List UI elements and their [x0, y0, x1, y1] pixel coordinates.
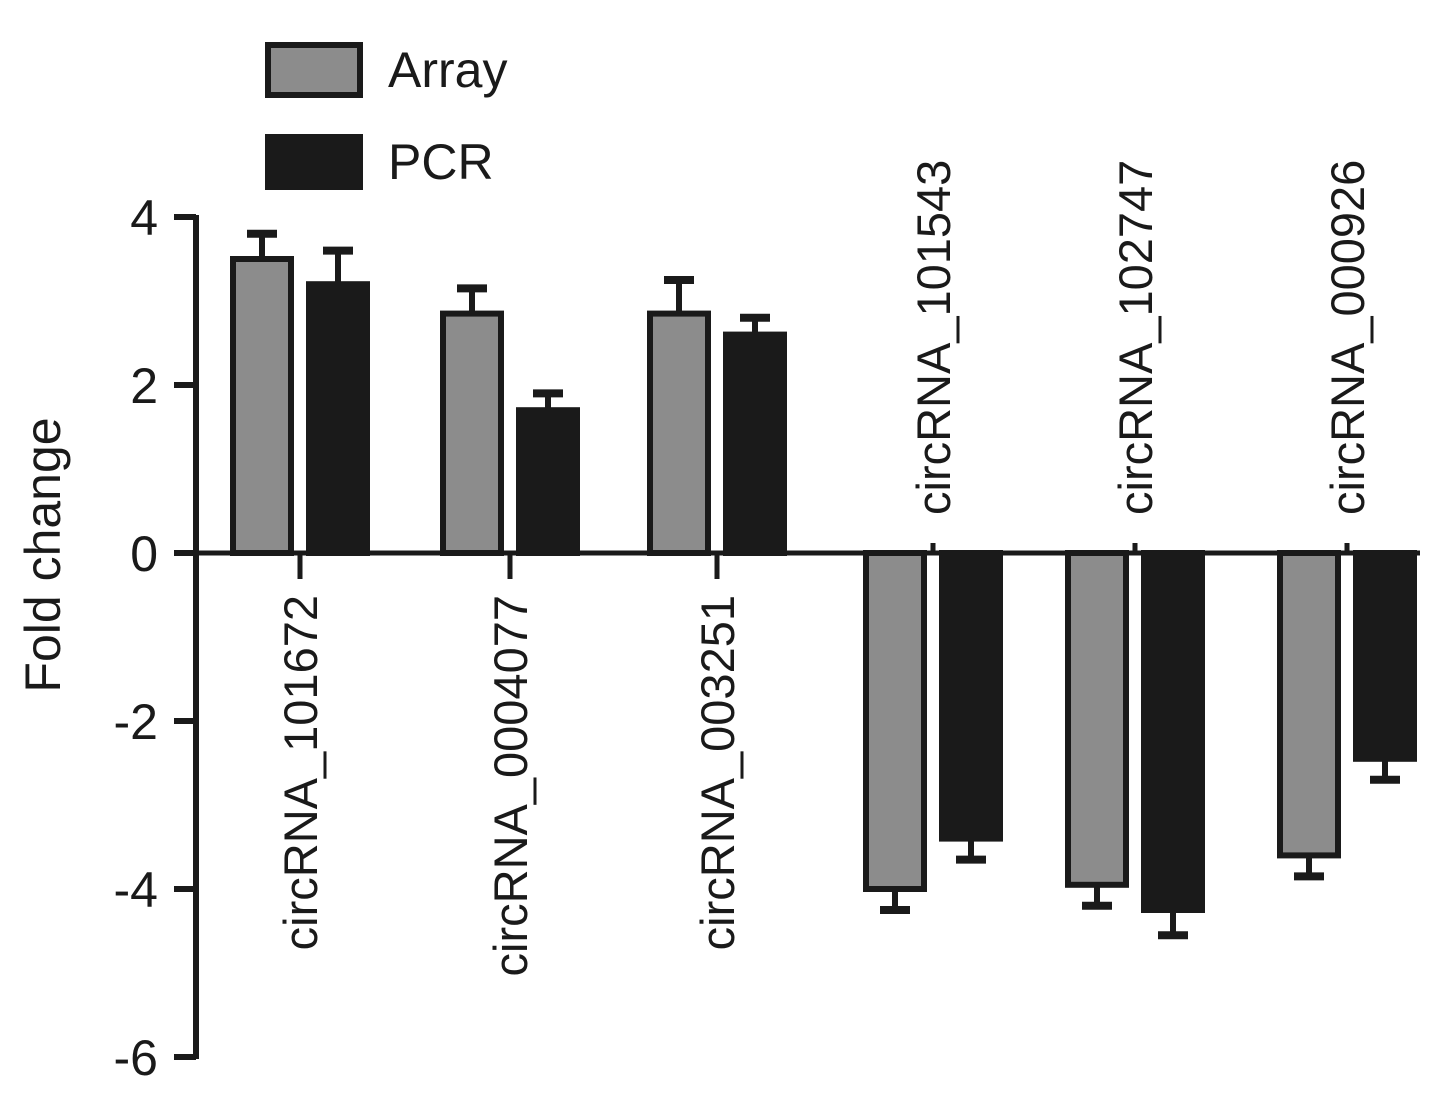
- y-axis: 4 2 0 -2 -4 -6: [114, 190, 199, 1086]
- y-tick-label: 4: [130, 190, 158, 246]
- legend-swatch-array: [265, 42, 363, 98]
- bar-array-5: [1065, 550, 1129, 888]
- bar-array-6: [1277, 550, 1341, 859]
- category-label: circRNA_102747: [1109, 160, 1162, 515]
- category-label: circRNA_000926: [1321, 160, 1374, 515]
- legend-label-pcr: PCR: [388, 134, 494, 190]
- bar-pcr-4: [939, 550, 1003, 842]
- y-tick-label: -4: [114, 862, 158, 918]
- y-tick-label: -6: [114, 1030, 158, 1086]
- bar-array-2: [440, 310, 504, 556]
- legend-label-array: Array: [388, 42, 507, 98]
- zero-baseline: [196, 543, 1420, 579]
- bars-layer: [230, 229, 1417, 940]
- y-tick-label: 0: [130, 526, 158, 582]
- bar-pcr-2: [516, 407, 580, 557]
- category-label: circRNA_101672: [274, 595, 327, 950]
- category-label: circRNA_003251: [691, 595, 744, 950]
- legend-swatch-pcr: [265, 134, 363, 190]
- bar-array-4: [863, 550, 927, 892]
- bar-pcr-6: [1353, 550, 1417, 762]
- bar-pcr-3: [723, 331, 787, 556]
- legend: Array PCR: [265, 42, 507, 190]
- bar-pcr-5: [1141, 550, 1205, 913]
- y-tick-label: -2: [114, 694, 158, 750]
- category-label: circRNA_0004077: [484, 595, 537, 976]
- category-labels: circRNA_101672 circRNA_0004077 circRNA_003…: [274, 160, 1374, 977]
- y-tick-label: 2: [130, 358, 158, 414]
- bar-pcr-1: [306, 281, 370, 556]
- bar-array-3: [647, 310, 711, 556]
- category-label: circRNA_101543: [907, 160, 960, 515]
- y-axis-title: Fold change: [15, 417, 71, 692]
- bar-array-1: [230, 256, 294, 556]
